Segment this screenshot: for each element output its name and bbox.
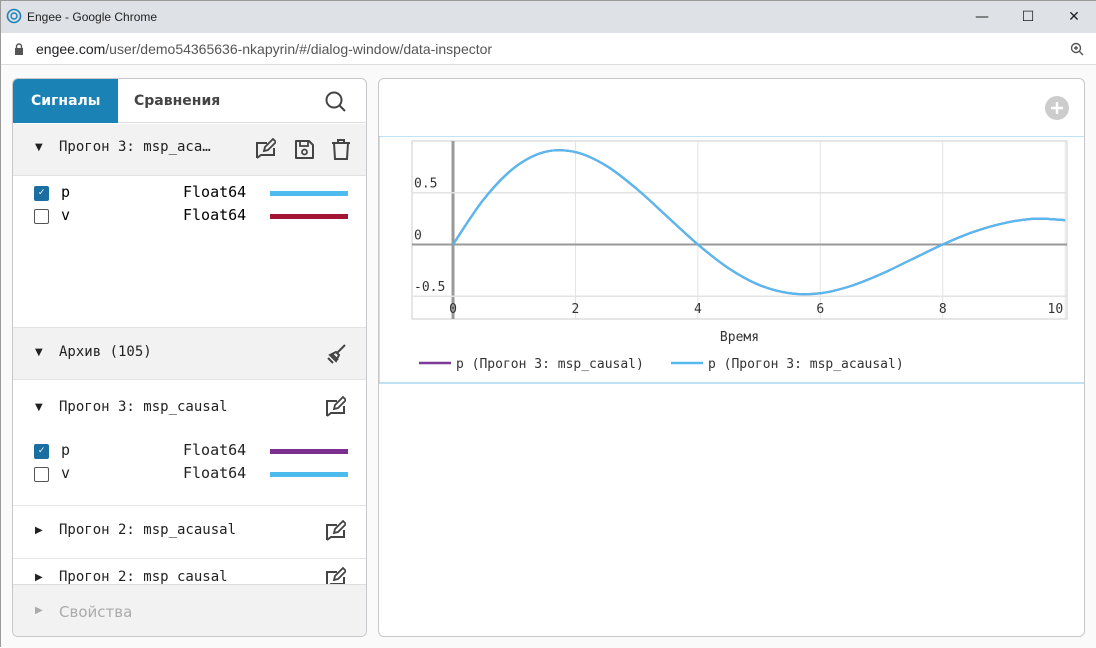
edit-icon[interactable] (254, 138, 276, 160)
collapsed-triangle-icon[interactable]: ▶ (35, 572, 43, 583)
window-title: Engee - Google Chrome (27, 10, 158, 24)
line-chart[interactable]: 0 2 4 6 8 10 -0.5 0 0.5 Время p (Прогон 3: msp_cau… (379, 136, 1085, 384)
signal-name: p (61, 441, 71, 459)
plot-area (411, 140, 1068, 320)
close-button[interactable]: ✕ (1068, 9, 1080, 25)
address-bar[interactable]: engee.com/user/demo54365636-nkapyrin/#/d… (1, 33, 1096, 65)
archive-run[interactable]: ▶ Прогон 2: msp_acausal (13, 506, 366, 559)
x-tick-label: 10 (1048, 302, 1064, 317)
run-label[interactable]: Прогон 2: msp_causal (59, 569, 228, 584)
signal-color-swatch[interactable] (270, 472, 348, 477)
title-bar: Engee - Google Chrome — ☐ ✕ (1, 1, 1096, 33)
expand-triangle-icon[interactable]: ▼ (35, 347, 43, 358)
archive-label: Архив (105) (59, 344, 152, 360)
signal-checkbox[interactable] (34, 209, 49, 224)
archive-header[interactable]: ▼ Архив (105) (13, 327, 366, 380)
signal-color-swatch[interactable] (270, 191, 348, 196)
add-plot-icon[interactable] (1044, 95, 1070, 121)
delete-icon[interactable] (330, 138, 352, 160)
signals-panel: Сигналы Сравнения ▼ Прогон 3: msp_aca… ✓… (12, 78, 367, 637)
tab-signals[interactable]: Сигналы (13, 79, 119, 123)
lock-icon (15, 43, 23, 55)
chart-panel: 0 2 4 6 8 10 -0.5 0 0.5 Время p (Прогон 3: msp_cau… (378, 78, 1085, 637)
app-content: Сигналы Сравнения ▼ Прогон 3: msp_aca… ✓… (1, 65, 1096, 648)
maximize-button[interactable]: ☐ (1021, 9, 1035, 25)
signal-checkbox[interactable]: ✓ (34, 444, 49, 459)
archive-run: ▼ Прогон 3: msp_causal ✓ p Float64 v Flo… (13, 381, 366, 506)
edit-icon[interactable] (324, 520, 346, 542)
y-tick-label: 0 (414, 228, 422, 243)
y-tick-label: -0.5 (414, 280, 445, 295)
x-tick-label: 0 (449, 302, 457, 317)
x-tick-label: 4 (694, 302, 702, 317)
expand-triangle-icon[interactable]: ▼ (35, 142, 43, 153)
signal-type: Float64 (183, 441, 247, 459)
legend-label: p (Прогон 3: msp_acausal) (708, 357, 904, 372)
chart-frame (379, 136, 1084, 384)
properties-label: Свойства (59, 603, 133, 621)
minimize-button[interactable]: — (975, 9, 989, 25)
signal-row: ✓ p Float64 (13, 183, 366, 205)
signal-row: v Float64 (13, 464, 366, 486)
engee-logo-icon (6, 8, 22, 24)
properties-header[interactable]: ▶ Свойства (13, 584, 366, 636)
signal-row: ✓ p Float64 (13, 441, 366, 463)
signal-row: v Float64 (13, 206, 366, 228)
signal-checkbox[interactable] (34, 467, 49, 482)
signal-type: Float64 (183, 206, 247, 224)
run-label: Прогон 3: msp_aca… (59, 139, 211, 155)
archive-run[interactable]: ▶ Прогон 2: msp_causal (13, 560, 366, 584)
signal-type: Float64 (183, 183, 247, 201)
signal-type: Float64 (183, 464, 247, 482)
collapsed-triangle-icon[interactable]: ▶ (35, 605, 43, 616)
x-tick-label: 8 (939, 302, 947, 317)
expand-triangle-icon[interactable]: ▼ (35, 402, 43, 413)
signal-color-swatch[interactable] (270, 449, 348, 454)
search-icon[interactable] (324, 90, 346, 112)
run-label[interactable]: Прогон 3: msp_causal (59, 399, 228, 415)
signal-checkbox[interactable]: ✓ (34, 186, 49, 201)
series-line-2 (452, 149, 1066, 296)
signal-name: p (61, 183, 71, 201)
signal-name: v (61, 464, 71, 482)
x-axis-label: Время (720, 330, 759, 345)
tab-comparisons[interactable]: Сравнения (134, 93, 221, 109)
y-tick-label: 0.5 (414, 177, 437, 192)
broom-icon[interactable] (325, 343, 347, 365)
tab-bar: Сигналы Сравнения (13, 79, 366, 123)
x-tick-label: 2 (572, 302, 580, 317)
edit-icon[interactable] (324, 396, 346, 418)
collapsed-triangle-icon[interactable]: ▶ (35, 525, 43, 536)
run-label[interactable]: Прогон 2: msp_acausal (59, 522, 237, 538)
save-icon[interactable] (293, 138, 315, 160)
edit-icon[interactable] (324, 567, 346, 584)
signal-color-swatch[interactable] (270, 214, 348, 219)
legend-label: p (Прогон 3: msp_causal) (456, 357, 644, 372)
current-run-header[interactable]: ▼ Прогон 3: msp_aca… (13, 124, 366, 176)
signal-name: v (61, 206, 71, 224)
zoom-icon[interactable] (1070, 42, 1084, 56)
url-text: engee.com/user/demo54365636-nkapyrin/#/d… (36, 41, 493, 57)
x-tick-label: 6 (816, 302, 824, 317)
